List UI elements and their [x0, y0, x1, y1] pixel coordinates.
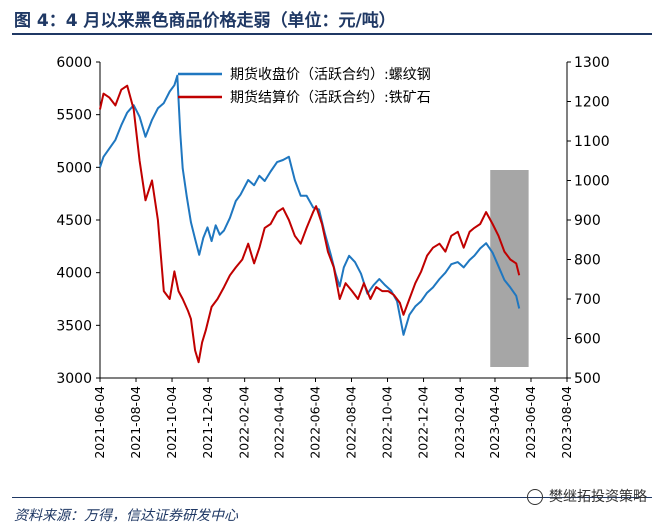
footer-divider — [12, 497, 652, 498]
wechat-icon — [527, 489, 543, 505]
right-tick-label: 1100 — [574, 134, 610, 150]
left-tick-label: 3000 — [56, 371, 92, 387]
x-tick-label: 2021-10-04 — [164, 386, 179, 459]
figure-title: 图 4：4 月以来黑色商品价格走弱（单位：元/吨） — [14, 11, 396, 31]
right-tick-label: 500 — [574, 371, 601, 387]
left-tick-label: 5000 — [56, 160, 92, 176]
x-tick-label: 2021-06-04 — [92, 386, 107, 459]
series-layer — [99, 74, 521, 364]
left-tick-label: 6000 — [56, 55, 92, 71]
x-tick-label: 2022-12-04 — [416, 386, 431, 459]
x-tick-label: 2022-06-04 — [307, 386, 322, 459]
right-tick-label: 1000 — [574, 174, 610, 190]
x-tick-label: 2023-04-04 — [487, 386, 502, 459]
right-tick-label: 900 — [574, 213, 601, 229]
x-tick-label: 2022-04-04 — [271, 386, 286, 459]
right-tick-label: 1200 — [574, 95, 610, 111]
right-tick-label: 1300 — [574, 55, 610, 71]
left-tick-label: 3500 — [56, 318, 92, 334]
title-divider — [12, 33, 652, 35]
shaded-period — [490, 170, 529, 367]
left-tick-label: 4500 — [56, 213, 92, 229]
left-tick-label: 4000 — [56, 266, 92, 282]
watermark-text: 樊继拓投资策略 — [549, 489, 647, 505]
iron-ore-series-line — [99, 84, 521, 364]
x-tick-label: 2023-08-04 — [559, 386, 574, 459]
x-tick-label: 2021-12-04 — [200, 386, 215, 459]
legend-label-rebar: 期货收盘价（活跃合约）:螺纹钢 — [230, 66, 431, 83]
right-tick-label: 800 — [574, 253, 601, 269]
chart-axes: 3000 3500 4000 4500 5000 5500 6000 500 600 700 800… — [56, 55, 609, 459]
x-tick-label: 2021-08-04 — [128, 386, 143, 459]
x-tick-label: 2022-08-04 — [344, 386, 359, 459]
right-tick-label: 700 — [574, 292, 601, 308]
x-tick-label: 2023-06-04 — [523, 386, 538, 459]
legend-label-iron-ore: 期货结算价（活跃合约）:铁矿石 — [230, 89, 431, 106]
x-tick-label: 2022-02-04 — [237, 386, 252, 459]
x-tick-label: 2023-02-04 — [452, 386, 467, 459]
left-tick-label: 5500 — [56, 108, 92, 124]
right-tick-label: 600 — [574, 332, 601, 348]
source-note: 资料来源：万得，信达证券研发中心 — [14, 508, 238, 524]
watermark: 樊继拓投资策略 — [527, 486, 647, 506]
x-tick-label: 2022-10-04 — [380, 386, 395, 459]
rebar-series-line — [99, 74, 521, 336]
